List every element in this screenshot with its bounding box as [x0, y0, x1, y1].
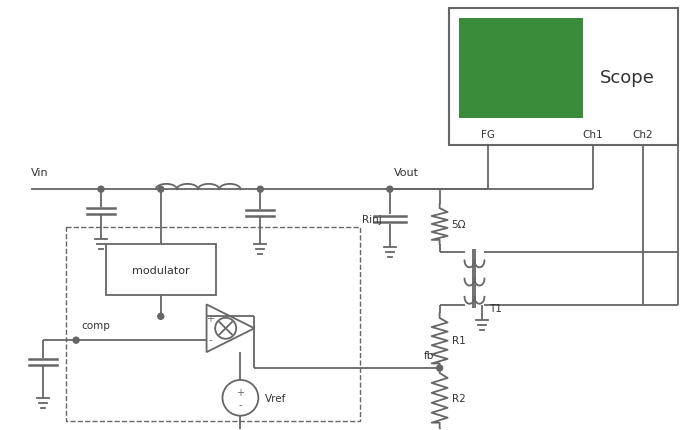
Text: R1: R1	[452, 335, 465, 345]
Circle shape	[98, 187, 104, 193]
Bar	[66, 227, 360, 421]
Text: +: +	[206, 313, 214, 323]
Circle shape	[257, 187, 263, 193]
Circle shape	[73, 338, 79, 344]
Text: Ch1: Ch1	[583, 129, 603, 139]
Text: Vin: Vin	[31, 168, 49, 178]
Text: +: +	[236, 387, 245, 396]
Text: 5Ω: 5Ω	[452, 219, 466, 230]
Text: Vout: Vout	[394, 168, 419, 178]
Text: FG: FG	[482, 129, 495, 139]
Text: comp: comp	[81, 320, 110, 331]
Circle shape	[387, 187, 392, 193]
Text: -: -	[208, 334, 211, 344]
Bar	[448, 9, 678, 146]
Circle shape	[158, 187, 164, 193]
Text: Ch2: Ch2	[632, 129, 653, 139]
Text: fb: fb	[424, 350, 434, 360]
Bar	[459, 19, 583, 118]
Circle shape	[437, 365, 443, 371]
Text: -: -	[238, 399, 242, 409]
Bar	[106, 244, 216, 296]
Text: modulator: modulator	[132, 265, 189, 275]
Text: T1: T1	[489, 304, 502, 313]
Text: R2: R2	[452, 393, 465, 403]
Text: Vref: Vref	[265, 393, 287, 403]
Text: Rinj: Rinj	[362, 215, 382, 224]
Circle shape	[158, 313, 164, 319]
Text: Scope: Scope	[600, 69, 654, 87]
